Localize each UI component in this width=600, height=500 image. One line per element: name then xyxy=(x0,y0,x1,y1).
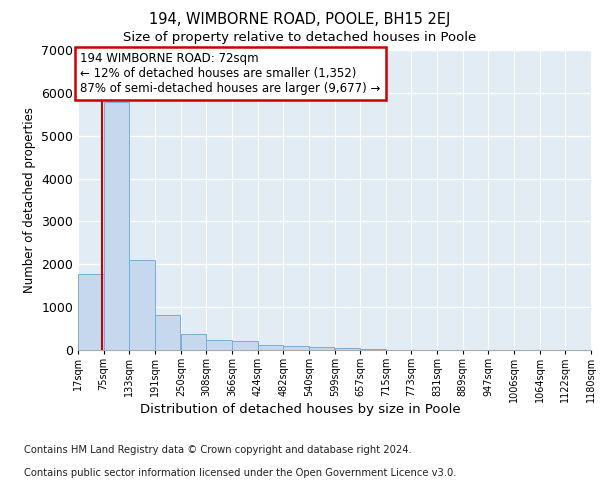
Bar xyxy=(206,340,232,350)
Text: Size of property relative to detached houses in Poole: Size of property relative to detached ho… xyxy=(124,31,476,44)
Bar xyxy=(361,349,386,350)
Bar xyxy=(129,260,155,350)
Bar xyxy=(155,315,181,350)
Bar xyxy=(308,348,334,350)
Bar xyxy=(257,345,283,350)
Bar xyxy=(232,341,257,350)
Bar xyxy=(104,102,129,350)
Y-axis label: Number of detached properties: Number of detached properties xyxy=(23,107,35,293)
Bar xyxy=(181,334,206,350)
Bar xyxy=(335,348,361,350)
Text: Contains public sector information licensed under the Open Government Licence v3: Contains public sector information licen… xyxy=(24,468,457,477)
Text: 194 WIMBORNE ROAD: 72sqm
← 12% of detached houses are smaller (1,352)
87% of sem: 194 WIMBORNE ROAD: 72sqm ← 12% of detach… xyxy=(80,52,380,95)
Bar xyxy=(78,274,104,350)
Bar xyxy=(283,346,308,350)
Text: 194, WIMBORNE ROAD, POOLE, BH15 2EJ: 194, WIMBORNE ROAD, POOLE, BH15 2EJ xyxy=(149,12,451,27)
Text: Contains HM Land Registry data © Crown copyright and database right 2024.: Contains HM Land Registry data © Crown c… xyxy=(24,445,412,455)
Text: Distribution of detached houses by size in Poole: Distribution of detached houses by size … xyxy=(140,402,460,415)
